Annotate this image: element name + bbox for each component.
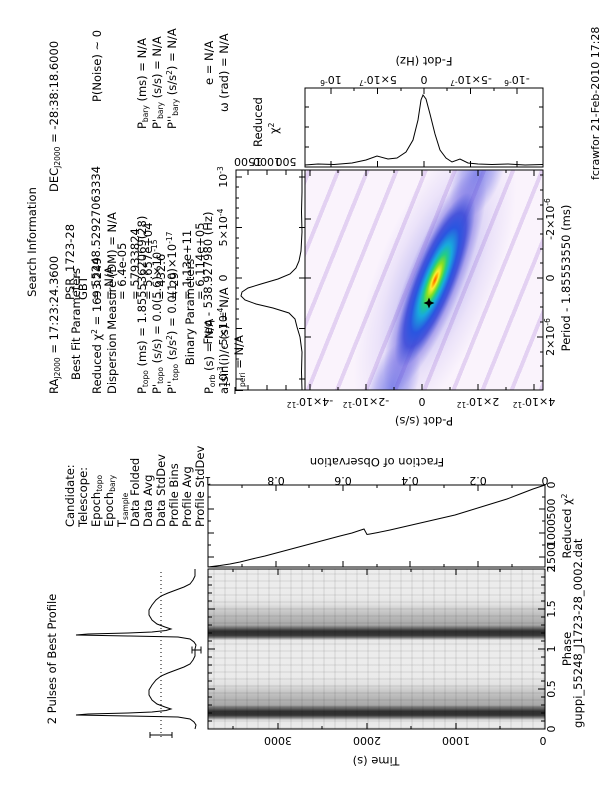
- period-tick-label: 0: [544, 274, 558, 282]
- chi2-tick-label: 1000: [545, 519, 559, 547]
- fdot-tick-label: 0: [420, 72, 428, 86]
- fdot-tick-label: -10-6: [504, 72, 530, 87]
- p-topo-value: Ptopo (ms) = 1.8555362069(28): [135, 215, 150, 394]
- pdot-tick-label: -2×10-12: [342, 394, 390, 409]
- freq-tick-label: 0: [217, 274, 231, 282]
- period-axis-label: Period - 1.85553550 (ms): [558, 204, 573, 352]
- ra-value: RAJ2000 = 17:23:24.3600: [47, 255, 62, 394]
- dm-value: Dispersion Measure (DM) = N/A: [105, 212, 119, 394]
- binary-header: Binary Parameters: [182, 258, 197, 366]
- pdot-bary-value: P'bary (s/s) = N/A: [150, 36, 165, 129]
- info-label: Epochtopo: [89, 474, 104, 527]
- pdot-chi2-curve: [304, 93, 544, 166]
- profile-error-bar-phase1: [191, 646, 202, 654]
- info-label: Profile Avg: [180, 466, 194, 527]
- pdot-tick-label: -4×10-12: [286, 394, 334, 409]
- pdot-tick-label: 4×10-12: [512, 394, 556, 409]
- fraction-tick-label: 0.8: [267, 473, 285, 487]
- pdot-tick-label: 2×10-12: [456, 394, 500, 409]
- fraction-tick-label: 0.4: [401, 473, 419, 487]
- fdot-tick-label: -5×10-7: [449, 72, 492, 87]
- freq-tick-label: -5×10-4: [216, 307, 231, 350]
- search-info-title: Search Information: [24, 187, 39, 297]
- chi2-axis-ticks: [208, 496, 545, 558]
- time-tick-label: 0: [539, 733, 547, 747]
- info-label: Data Avg: [141, 474, 155, 527]
- pdot-chi2-box: [304, 87, 544, 168]
- fraction-tick-label: 0.2: [469, 473, 487, 487]
- best-fit-header: Best Fit Parameters: [68, 267, 83, 381]
- period-chi2-box: [235, 169, 306, 391]
- info-label: Data Folded: [128, 457, 142, 527]
- profile-curve: [75, 569, 197, 730]
- info-label: Candidate:: [63, 464, 77, 527]
- time-tick-label: 1000: [442, 733, 470, 747]
- freq-tick-label: 10-3: [216, 166, 231, 188]
- p-bary-value: Pbary (ms) = N/A: [135, 38, 150, 129]
- fraction-axis-label: Fraction of Observation: [309, 455, 445, 470]
- fraction-ticks: [241, 485, 513, 567]
- omega-value: ω (rad) = N/A: [217, 33, 231, 112]
- freq-axis-label: Freq - 538.927980 (Hz): [200, 211, 215, 345]
- period-tick-label: -2×10-6: [543, 198, 558, 240]
- freq-minor-ticks: [236, 186, 239, 360]
- phase-time-heatmap: [208, 569, 545, 729]
- chi2-tick-label: 1500: [545, 543, 559, 571]
- pdot-axis-label: P-dot (s/s): [394, 414, 454, 429]
- user-date-stamp: fcrawfor 21-Feb-2010 17:28: [589, 26, 602, 180]
- time-tick-label: 2000: [353, 733, 381, 747]
- pddot-bary-value: P''bary (s/s2) = N/A: [165, 28, 180, 129]
- fdot-tick-label: 5×10-7: [358, 72, 397, 87]
- freq-major-ticks: [236, 176, 305, 380]
- freq-tick-label: -10-3: [216, 366, 231, 392]
- fdot-tick-label: 10-6: [320, 72, 342, 87]
- info-label: Profile Bins: [167, 463, 181, 527]
- info-label: Data StdDev: [154, 454, 168, 527]
- pdot-tick-label: 0: [418, 394, 426, 408]
- info-label: Profile StdDev: [193, 445, 207, 527]
- time-axis-label: Time (s): [352, 754, 400, 769]
- pddot-topo-value: P''topo (s/s2) = 0.0(1.0)×10-17: [165, 231, 180, 394]
- fdot-ticks: [305, 88, 543, 167]
- info-label: Tsample: [115, 492, 130, 527]
- phase-tick-label: 1: [545, 645, 559, 653]
- chi2-tick-label: 500: [545, 498, 559, 520]
- period-chi2-yticks: [247, 170, 287, 390]
- eccentricity-value: e = N/A: [202, 40, 216, 85]
- fraction-tick-label: 0: [541, 473, 549, 487]
- period-tick-label: 2×10-6: [543, 318, 558, 356]
- phase-tick-label: 0: [545, 725, 559, 733]
- phase-tick-label: 1.5: [545, 600, 559, 618]
- reduced-chi2-axis-label-line1: Reduced: [251, 97, 265, 147]
- fdot-axis-label: F-dot (Hz): [395, 54, 453, 69]
- data-filename: guppi_55248_J1723-28_0002.dat: [571, 538, 585, 728]
- p-noise-value: P(Noise) ~ 0: [90, 29, 104, 102]
- fraction-tick-label: 0.6: [334, 473, 352, 487]
- dec-value: DECJ2000 = -28:38:18.6000: [47, 40, 62, 192]
- phase-tick-label: 0.5: [545, 680, 559, 698]
- reduced-chi2-value: Reduced χ2 = 1693.249: [90, 257, 104, 394]
- period-chi2-curve: [240, 170, 303, 391]
- t-peri-value: Tperi = N/A: [232, 335, 247, 394]
- freq-tick-label: 5×10-4: [216, 208, 231, 247]
- chi2-fraction-box: [207, 484, 546, 568]
- period-chi2-tick-label: 500: [275, 154, 297, 168]
- profile-error-bar-left: [149, 732, 173, 738]
- chi2-fraction-curve: [207, 484, 546, 568]
- pdot-topo-value: P'topo (s/s) = 0.0(5.6)×10-15: [150, 239, 165, 394]
- reduced-chi2-axis-label-line2: χ2: [267, 122, 281, 134]
- info-label: Epochbary: [102, 474, 117, 527]
- p-pdot-chi2-map: [305, 170, 543, 390]
- time-tick-label: 3000: [264, 733, 292, 747]
- profile-panel-title: 2 Pulses of Best Profile: [44, 593, 59, 725]
- info-label: Telescope:: [76, 466, 90, 527]
